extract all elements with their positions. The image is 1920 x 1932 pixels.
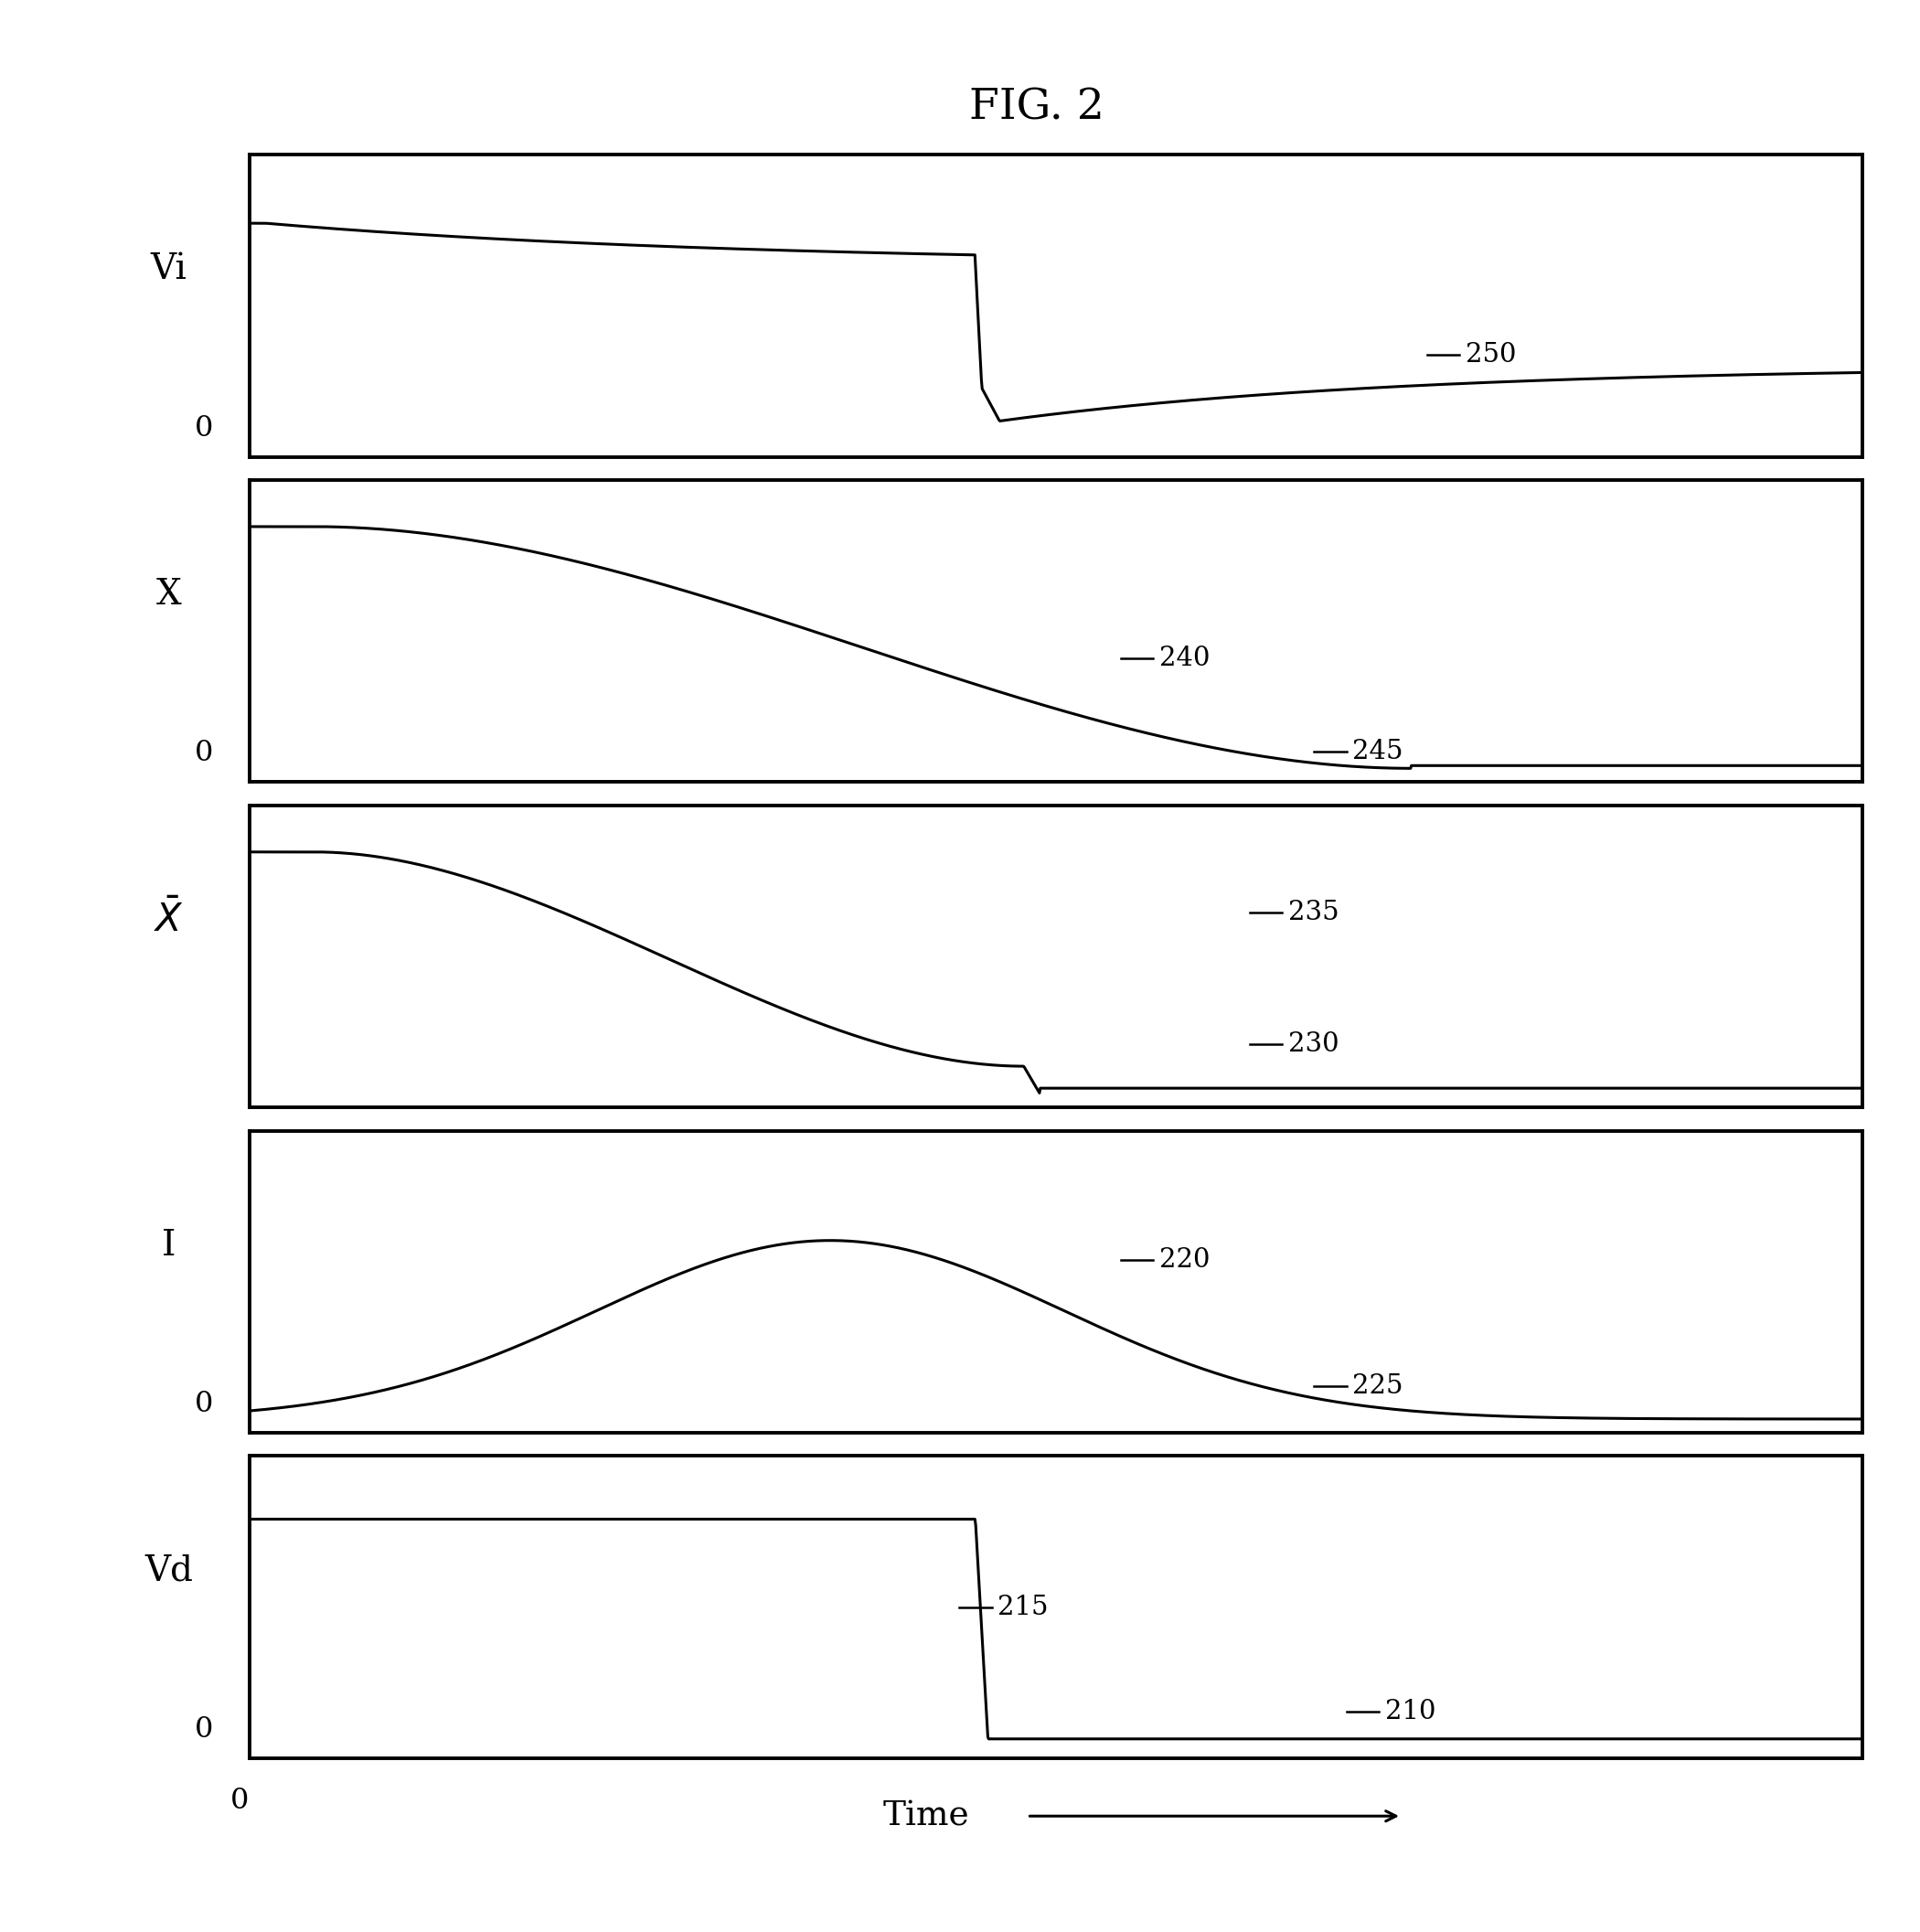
Text: 210: 210 [1384,1698,1436,1723]
Text: X: X [156,578,182,612]
Text: 0: 0 [194,1389,213,1418]
Text: 0: 0 [194,1716,213,1743]
Text: 250: 250 [1465,342,1517,367]
Text: 245: 245 [1352,740,1404,765]
Text: Time: Time [883,1799,970,1833]
Text: Vd: Vd [144,1553,194,1588]
Text: 230: 230 [1288,1032,1338,1057]
Text: 0: 0 [194,740,213,767]
Text: 215: 215 [998,1594,1048,1619]
Text: $\bar{X}$: $\bar{X}$ [154,900,184,941]
Text: 235: 235 [1288,900,1338,925]
Text: 0: 0 [194,413,213,442]
Text: 0: 0 [230,1787,250,1814]
Text: 220: 220 [1160,1246,1210,1273]
Text: 225: 225 [1352,1374,1404,1399]
Text: Vi: Vi [152,253,186,286]
Text: FIG. 2: FIG. 2 [970,87,1104,128]
Text: I: I [161,1229,177,1262]
Text: 240: 240 [1160,645,1210,670]
